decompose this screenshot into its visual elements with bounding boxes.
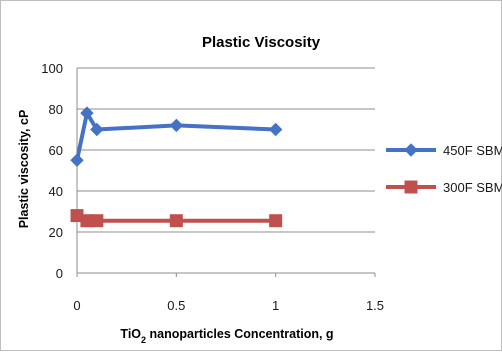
x-tick-label-0.5: 0.5 <box>167 298 185 313</box>
series-450f-sbm <box>70 106 283 167</box>
x-axis-title: TiO2 nanoparticles Concentration, g <box>120 327 333 345</box>
y-axis-title: Plastic viscosity, cP <box>17 110 31 229</box>
data-point-450f-sbm-3 <box>169 118 184 133</box>
x-axis-title-prefix: TiO <box>120 327 141 341</box>
data-point-300f-sbm-2 <box>90 214 104 228</box>
y-tick-label-80: 80 <box>49 102 63 117</box>
y-tick-label-40: 40 <box>49 184 63 199</box>
legend-marker-300f-sbm <box>404 180 418 194</box>
y-tick-label-100: 100 <box>41 61 63 76</box>
data-point-300f-sbm-4 <box>269 214 283 228</box>
data-point-450f-sbm-2 <box>90 122 104 137</box>
series-300f-sbm <box>70 209 283 228</box>
legend-marker-450f-sbm <box>404 143 418 157</box>
x-tick-label-1.5: 1.5 <box>366 298 384 313</box>
axes <box>76 68 376 277</box>
gridlines <box>77 67 375 233</box>
data-point-450f-sbm-1 <box>80 106 94 120</box>
x-axis-title-suffix: nanoparticles Concentration, g <box>146 327 334 341</box>
legend-label-300f-sbm: 300F SBM <box>443 180 502 195</box>
x-tick-label-1: 1 <box>272 298 279 313</box>
legend-label-450f-sbm: 450F SBM <box>443 143 502 158</box>
tick-labels: 0 20 40 60 80 100 0 0.5 1 1.5 <box>41 61 384 313</box>
y-tick-label-60: 60 <box>49 143 63 158</box>
x-tick-label-0: 0 <box>73 298 80 313</box>
data-point-450f-sbm-0 <box>70 153 84 167</box>
data-series <box>70 106 283 228</box>
legend-entry-300f-sbm: 300F SBM <box>386 180 502 195</box>
data-point-450f-sbm-4 <box>268 122 283 137</box>
x-axis-title-subscript: 2 <box>141 335 146 345</box>
legend-entry-450f-sbm: 450F SBM <box>386 143 502 158</box>
legend: 450F SBM 300F SBM <box>386 143 502 195</box>
chart-title: Plastic Viscosity <box>202 34 321 51</box>
y-tick-label-0: 0 <box>56 266 63 281</box>
y-tick-label-20: 20 <box>49 225 63 240</box>
data-point-300f-sbm-3 <box>169 214 183 228</box>
